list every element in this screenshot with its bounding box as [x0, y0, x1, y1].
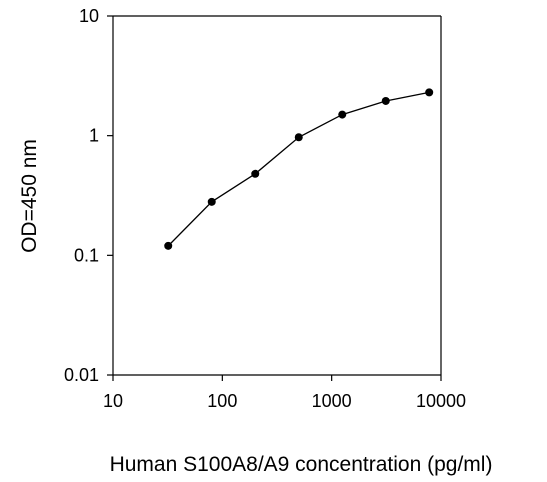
x-axis-label: Human S100A8/A9 concentration (pg/ml) [110, 453, 493, 476]
data-point [294, 133, 303, 142]
x-tick-label: 100 [207, 391, 237, 411]
axes-layer [112, 15, 442, 376]
data-point [338, 110, 347, 119]
data-point [381, 96, 390, 105]
x-tick-label: 1000 [312, 391, 352, 411]
y-tick-label: 10 [79, 6, 99, 26]
y-tick-label: 1 [89, 126, 99, 146]
series-line [167, 91, 430, 247]
x-tick-label: 10000 [416, 391, 466, 411]
y-tick-label: 0.1 [74, 245, 99, 265]
x-tick-label: 10 [103, 391, 123, 411]
series-layer [164, 88, 434, 250]
data-point [164, 241, 173, 250]
data-point [425, 88, 434, 97]
y-axis-label: OD=450 nm [18, 139, 41, 253]
y-tick-label: 0.01 [64, 365, 99, 385]
data-point [251, 169, 260, 178]
ticks-layer: 10 100 1000 10000 0.01 0.1 1 10 [64, 6, 466, 411]
data-point [207, 197, 216, 206]
